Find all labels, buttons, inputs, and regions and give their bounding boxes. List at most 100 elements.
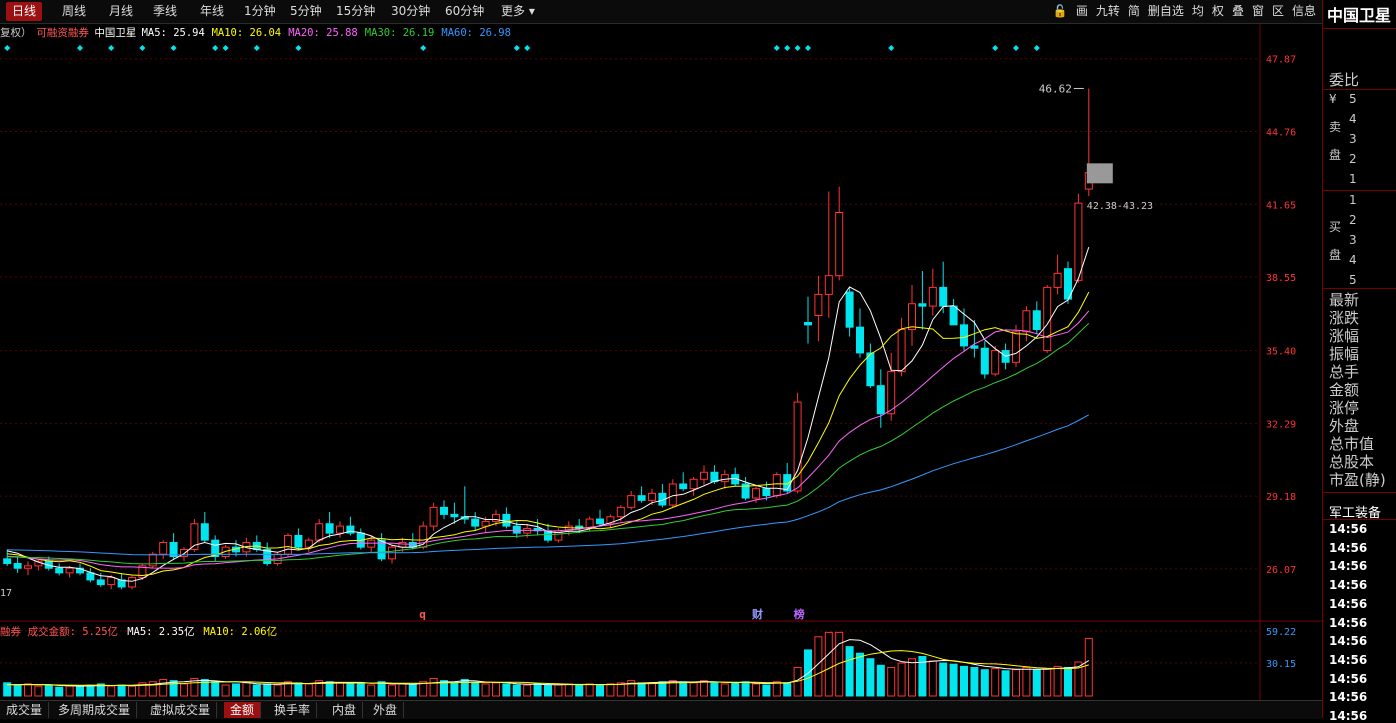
- period-tab-8[interactable]: 30分钟: [391, 4, 431, 18]
- divider: [1323, 190, 1396, 191]
- volume-bar: [772, 681, 781, 697]
- candle-body: [284, 534, 292, 555]
- candle-body: [960, 324, 968, 347]
- period-tab-0[interactable]: 日线: [6, 2, 43, 21]
- volume-ma5: MA5: 2.35亿: [127, 625, 194, 638]
- volume-bar: [3, 682, 12, 697]
- candle-body: [887, 371, 896, 415]
- indicator-tab-3[interactable]: 金额: [224, 702, 262, 718]
- tool-2[interactable]: 九转: [1095, 4, 1120, 18]
- candle-body: [86, 572, 95, 581]
- volume-bar: [835, 631, 844, 697]
- tool-9[interactable]: 区: [1271, 4, 1284, 18]
- volume-bar: [887, 666, 896, 697]
- volume-bar: [190, 677, 199, 697]
- candle-body: [783, 474, 792, 492]
- sector-label[interactable]: 军工装备: [1329, 506, 1382, 521]
- ma60-line: [7, 414, 1090, 556]
- period-tab-10[interactable]: 更多 ▾: [501, 4, 535, 18]
- volume-bar: [440, 680, 448, 697]
- stat-label: 总手: [1329, 363, 1360, 381]
- ma-legend-3: MA30: 26.19: [365, 27, 435, 39]
- kline-chart-area[interactable]: 47.87 44.76 41.65 38.55 35.40 32.29 29.18 26.07…: [0, 24, 1322, 700]
- ma20-line: [7, 310, 1090, 569]
- volume-bar: [96, 683, 105, 697]
- period-tab-1[interactable]: 周线: [62, 4, 87, 18]
- volume-bar: [294, 682, 303, 697]
- weibi-label: 委比: [1329, 71, 1360, 89]
- tool-10[interactable]: 信息: [1291, 4, 1316, 18]
- tool-4[interactable]: 删自选: [1147, 4, 1184, 18]
- candle-body: [752, 488, 760, 499]
- event-marker[interactable]: 财: [751, 607, 763, 621]
- candle-body: [762, 488, 771, 497]
- volume-bar: [325, 681, 334, 697]
- ma30-line: [7, 322, 1090, 565]
- stat-label: 最新: [1329, 291, 1360, 309]
- volume-bar: [1084, 637, 1093, 697]
- volume-bar: [679, 681, 688, 697]
- volume-bar: [575, 684, 584, 697]
- volume-bar: [928, 660, 937, 697]
- price-tick-label: 38.55: [1266, 273, 1296, 284]
- price-tick-label: 32.29: [1266, 419, 1296, 430]
- signal-diamond: [253, 45, 260, 51]
- sell-level: 2: [1349, 152, 1357, 166]
- volume-bar: [76, 685, 84, 697]
- volume-bar: [1022, 666, 1031, 697]
- tool-6[interactable]: 权: [1211, 4, 1224, 18]
- candle-body: [263, 548, 272, 565]
- tool-3[interactable]: 简: [1127, 4, 1140, 18]
- tool-8[interactable]: 窗: [1251, 4, 1264, 18]
- candle-body: [138, 565, 147, 579]
- tool-5[interactable]: 均: [1191, 4, 1204, 18]
- signal-diamond: [794, 45, 801, 51]
- signal-diamond: [212, 45, 219, 51]
- volume-prefix: 融券: [0, 625, 21, 638]
- volume-bar: [304, 683, 313, 697]
- candle-body: [450, 513, 459, 518]
- tick-time: 14:56: [1329, 634, 1368, 649]
- indicator-tab-0[interactable]: 成交量: [0, 702, 50, 718]
- candle-body: [689, 478, 698, 490]
- volume-bar: [128, 685, 136, 697]
- volume-amount: 成交金额: 5.25亿: [28, 625, 118, 638]
- period-tab-5[interactable]: 1分钟: [244, 4, 276, 18]
- signal-diamond: [77, 45, 83, 51]
- volume-bar: [1074, 661, 1083, 697]
- stat-label: 振幅: [1329, 345, 1360, 363]
- kline-chart[interactable]: 47.87 44.76 41.65 38.55 35.40 32.29 29.18 26.07…: [0, 24, 1322, 700]
- tool-0[interactable]: 🔓: [1052, 4, 1068, 18]
- event-marker[interactable]: q: [419, 608, 426, 621]
- volume-bar: [211, 681, 220, 697]
- candle-body: [908, 303, 916, 331]
- period-tab-6[interactable]: 5分钟: [290, 4, 322, 18]
- candle-body: [367, 539, 376, 548]
- signal-diamond: [805, 45, 811, 51]
- indicator-tab-1[interactable]: 多周期成交量: [52, 702, 138, 718]
- buy-label-2: 盘: [1329, 248, 1342, 262]
- period-tab-9[interactable]: 60分钟: [445, 4, 485, 18]
- divider: [1323, 519, 1396, 520]
- period-tab-2[interactable]: 月线: [109, 4, 134, 18]
- volume-bar: [273, 684, 282, 697]
- indicator-tab-2[interactable]: 虚拟成交量: [144, 702, 218, 718]
- divider: [1323, 288, 1396, 289]
- tool-7[interactable]: 叠: [1231, 4, 1244, 18]
- period-tab-3[interactable]: 季线: [153, 4, 178, 18]
- period-tab-7[interactable]: 15分钟: [336, 4, 376, 18]
- candle-body: [970, 345, 979, 349]
- volume-bar: [450, 682, 459, 697]
- event-marker[interactable]: 榜: [794, 607, 805, 621]
- volume-bar: [117, 684, 126, 697]
- candle-body: [180, 548, 188, 558]
- tick-time: 14:56: [1329, 540, 1368, 555]
- volume-ma5-line: [7, 639, 1090, 687]
- indicator-tab-6[interactable]: 外盘: [367, 702, 405, 718]
- indicator-tab-4[interactable]: 换手率: [268, 702, 318, 718]
- tool-1[interactable]: 画: [1075, 4, 1088, 18]
- indicator-tab-5[interactable]: 内盘: [326, 702, 364, 718]
- volume-bar: [731, 682, 740, 697]
- volume-bar: [356, 683, 365, 697]
- period-tab-4[interactable]: 年线: [200, 4, 225, 18]
